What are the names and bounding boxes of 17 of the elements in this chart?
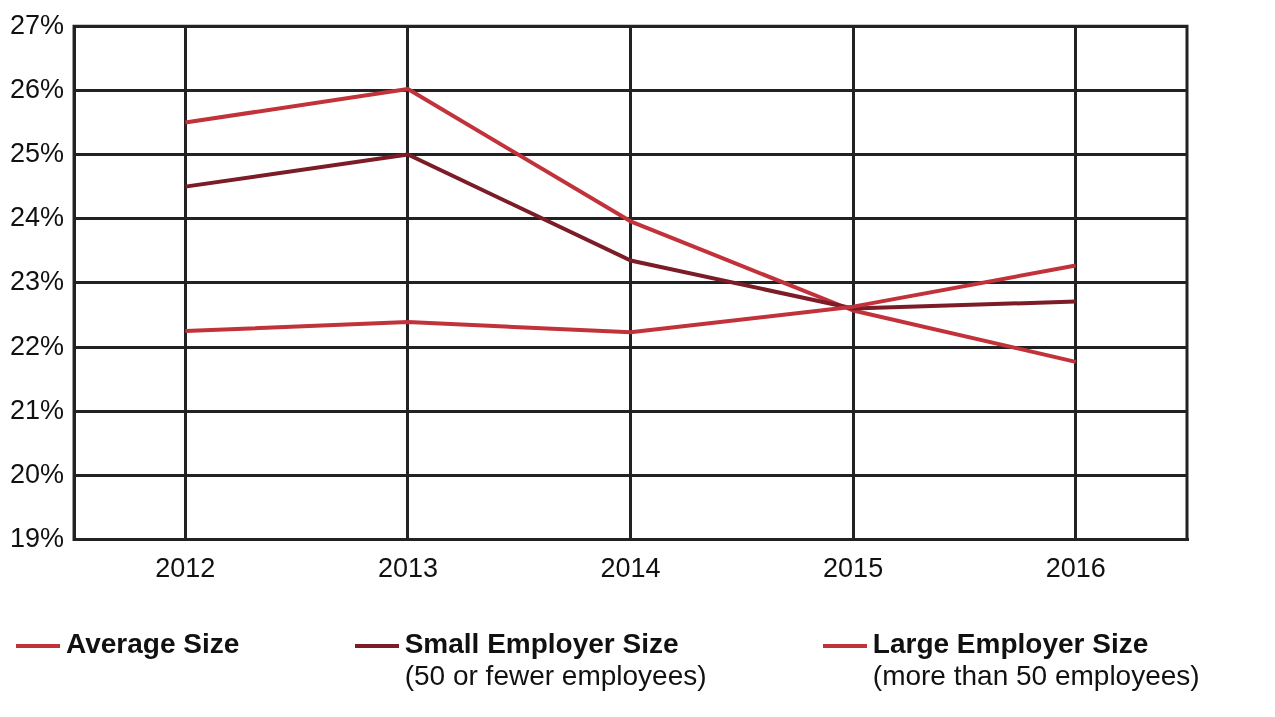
y-tick-label: 21% — [9, 394, 65, 425]
x-tick-label: 2013 — [377, 553, 438, 584]
legend-label: Average Size — [66, 628, 240, 660]
legend-label: Small Employer Size (50 or fewer employees) — [404, 628, 707, 692]
y-tick-label: 23% — [9, 266, 65, 297]
y-tick-label: 26% — [9, 73, 65, 104]
x-tick-label: 2016 — [1045, 553, 1106, 584]
y-tick-label: 25% — [9, 138, 65, 168]
y-tick-label: 27% — [9, 9, 65, 40]
y-tick-label: 19% — [9, 523, 65, 554]
y-tick-label: 24% — [9, 202, 65, 233]
x-tick-label: 2012 — [155, 553, 216, 584]
y-tick-label: 22% — [9, 330, 65, 361]
x-tick-label: 2014 — [600, 553, 661, 584]
legend-label: Large Employer Size (more than 50 employees) — [872, 628, 1200, 692]
x-tick-label: 2015 — [823, 553, 884, 584]
y-tick-label: 20% — [9, 458, 65, 489]
